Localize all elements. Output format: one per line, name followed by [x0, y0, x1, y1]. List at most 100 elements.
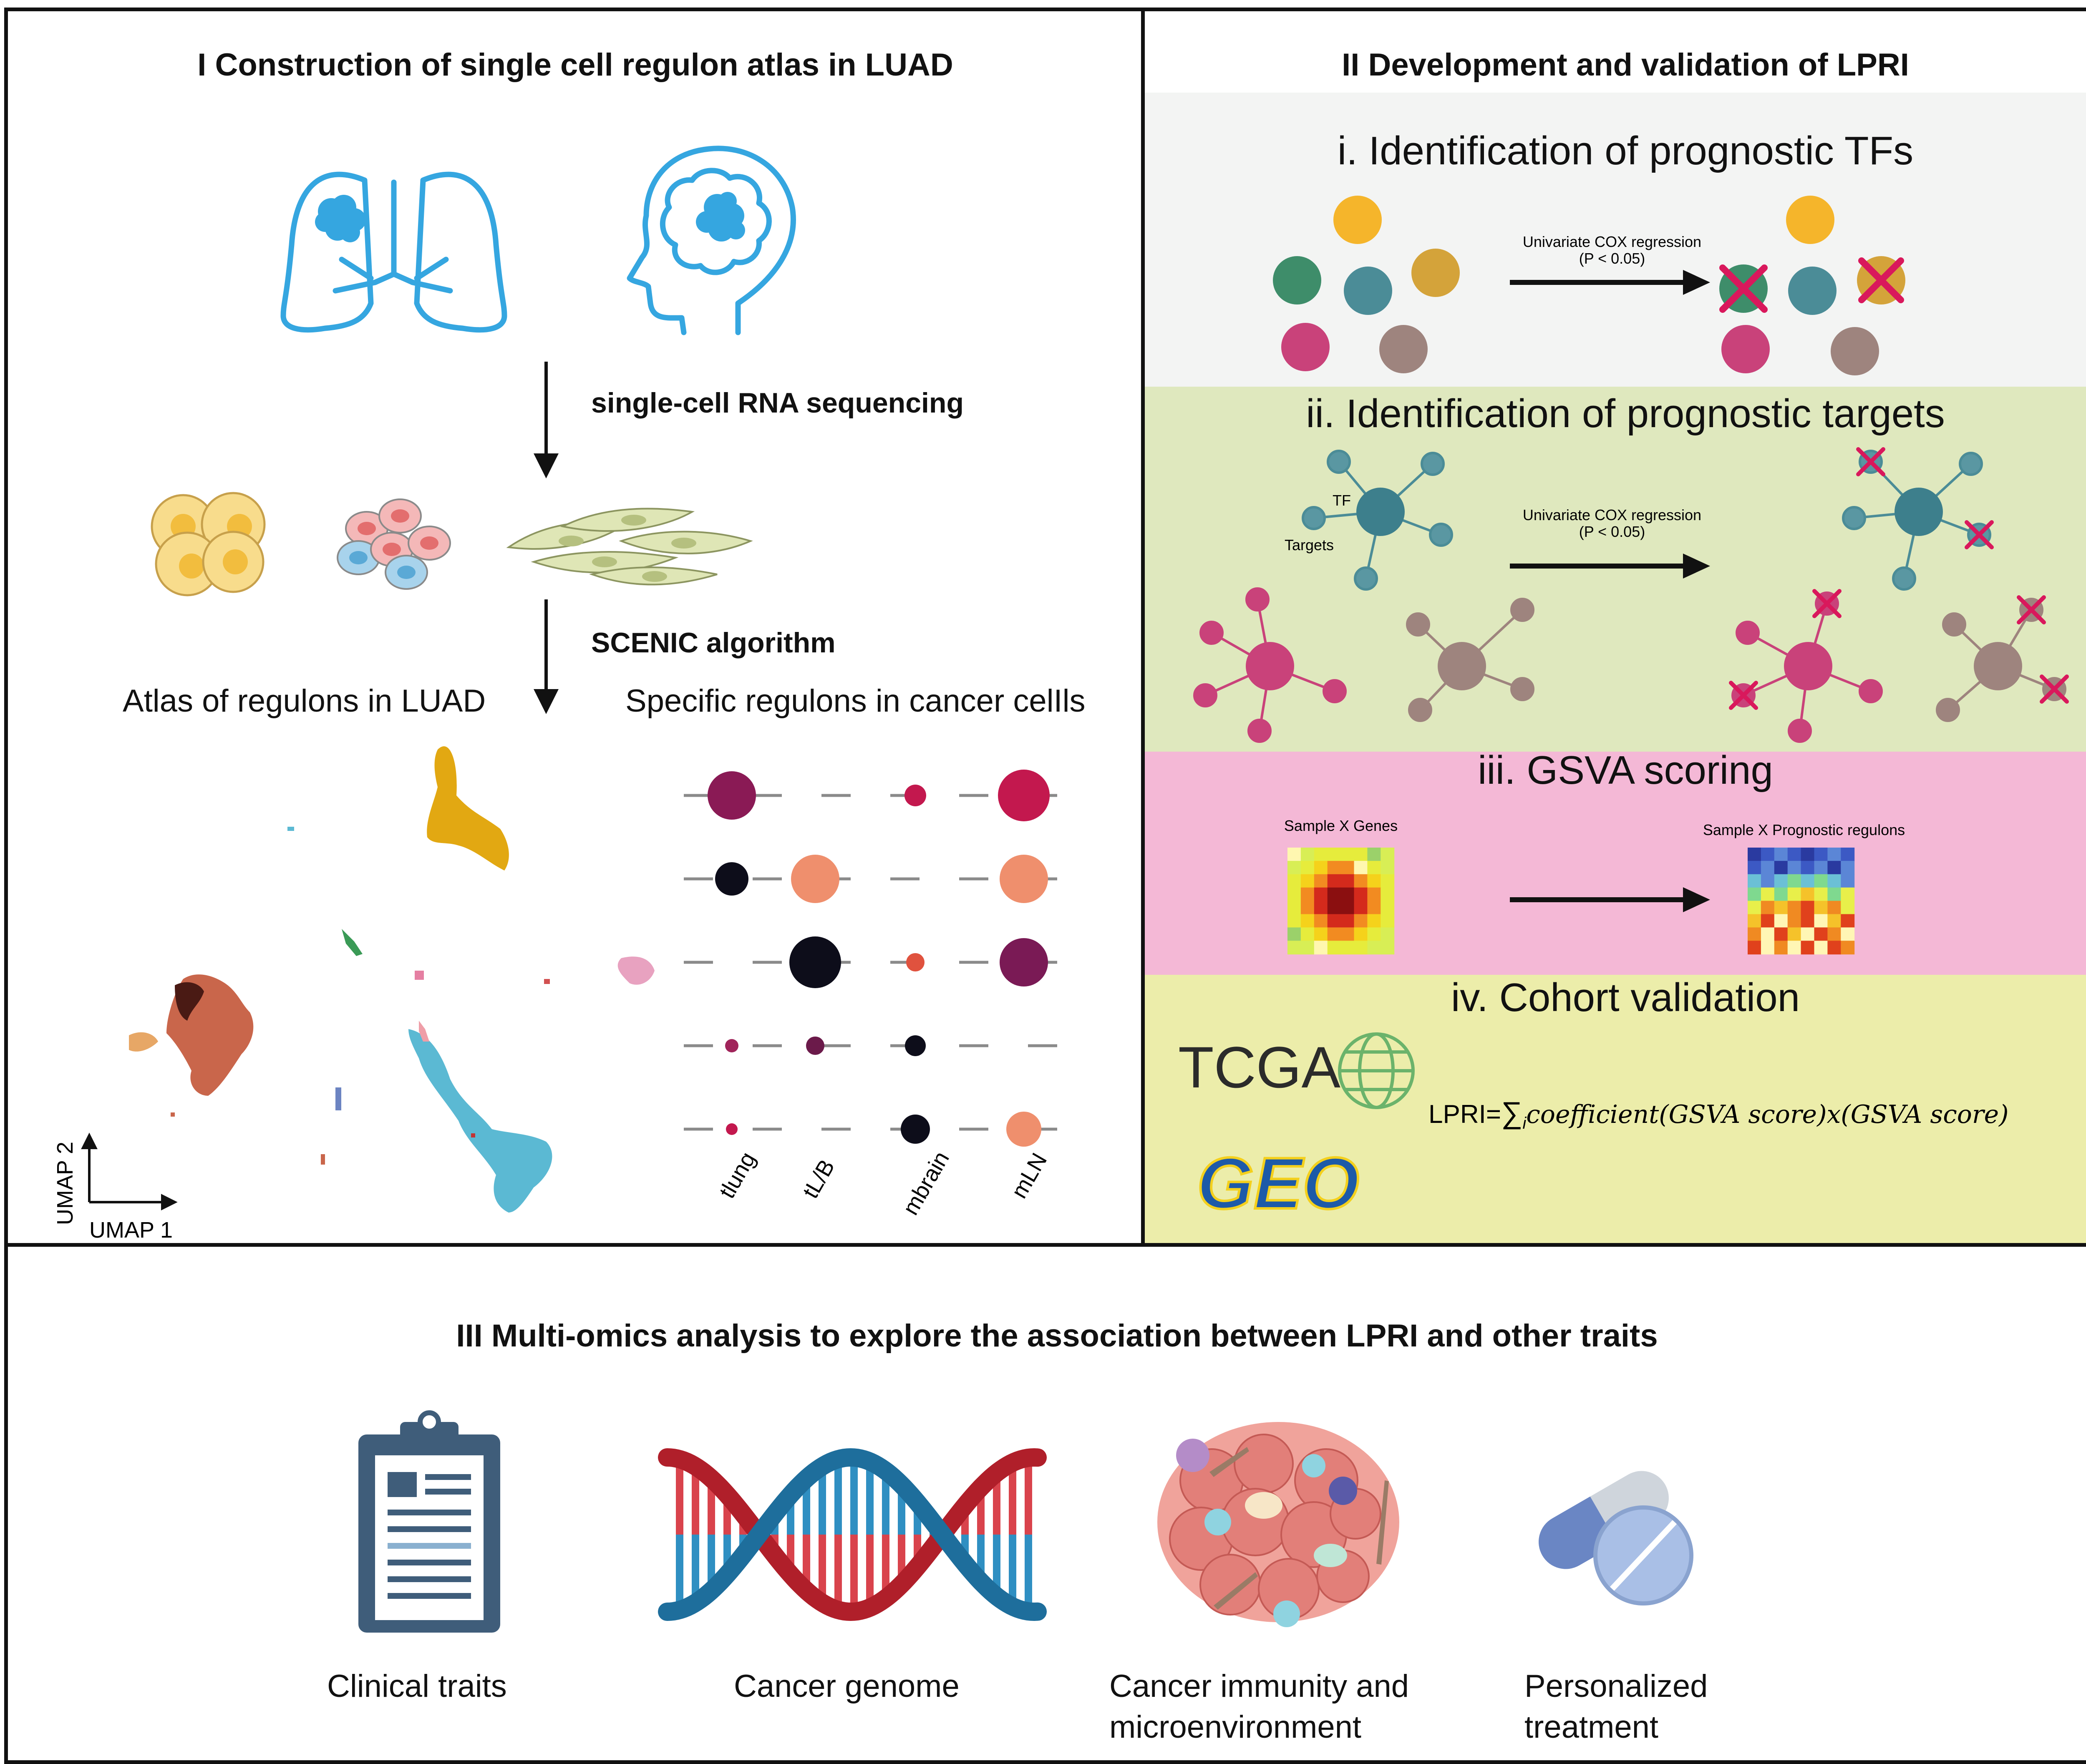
heatmap-cell	[1827, 927, 1842, 941]
treatment-label-line1: Personalized	[1524, 1668, 1708, 1704]
heatmap-cell	[1774, 914, 1788, 928]
heatmap-genes	[1287, 848, 1395, 955]
heatmap-cell	[1814, 874, 1828, 888]
heatmap-cell	[1340, 941, 1355, 955]
heatmap-cell	[1314, 941, 1328, 955]
panel1-title: I Construction of single cell regulon at…	[197, 47, 953, 83]
heatmap-cell	[1827, 874, 1842, 888]
heatmap-cell	[1287, 927, 1301, 941]
cox-label-1b: (P < 0.05)	[1579, 250, 1645, 267]
heatmap-cell	[1287, 874, 1301, 888]
heatmap-cell	[1354, 914, 1368, 928]
network-mauve-after	[1936, 598, 2066, 722]
network-teal-after	[1842, 450, 1991, 591]
heatmap-cell	[1367, 887, 1381, 901]
regulon-dot	[901, 1115, 930, 1144]
heatmap-cell	[1327, 848, 1341, 861]
fibroblast-cells-icon	[506, 508, 753, 586]
panel-multi-omics: III Multi-omics analysis to explore the …	[4, 1243, 2086, 1764]
cross-icon	[2040, 674, 2069, 704]
heatmap-cell	[1354, 874, 1368, 888]
immunity-label-line2: microenvironment	[1109, 1709, 1361, 1745]
heatmap-cell	[1761, 861, 1775, 875]
tcga-globe-icon	[1338, 1032, 1415, 1109]
heatmap-cell	[1774, 848, 1788, 861]
heatmap-cell	[1381, 914, 1395, 928]
heatmap-cell	[1814, 941, 1828, 955]
heatmap-cell	[1381, 941, 1395, 955]
network-magenta-before	[1193, 587, 1347, 743]
panel-regulon-atlas: I Construction of single cell regulon at…	[4, 8, 1147, 1251]
heatmap-cell	[1327, 914, 1341, 928]
regulon-dot	[806, 1037, 824, 1055]
heatmap-cell	[1841, 927, 1855, 941]
dna-strand	[658, 1448, 1047, 1621]
heatmap-cell	[1748, 914, 1761, 928]
heatmap-cell	[1381, 887, 1395, 901]
heatmap-cell	[1787, 861, 1801, 875]
heatmap-cell	[1787, 914, 1801, 928]
heatmap-cell	[1381, 927, 1395, 941]
heatmap-cell	[1787, 874, 1801, 888]
immune-cells-icon	[151, 492, 266, 596]
cross-icon	[1719, 264, 1768, 313]
heatmap-cell	[1748, 874, 1761, 888]
heatmap-cell	[1340, 901, 1355, 915]
heatmap-cell	[1367, 901, 1381, 915]
heatmap-cell	[1314, 848, 1328, 861]
heatmap-cell	[1787, 941, 1801, 955]
heatmap-regulons	[1748, 848, 1855, 955]
heatmap-cell	[1814, 887, 1828, 901]
heatmap-cell	[1327, 927, 1341, 941]
heatmap-cell	[1814, 901, 1828, 915]
heatmap-cell	[1801, 887, 1815, 901]
regulon-dot	[906, 953, 925, 971]
panel2-graphics: Univariate COX regression (P < 0.05) TF …	[1178, 196, 2069, 1225]
heatmap-cell	[1287, 861, 1301, 875]
heatmap-cell	[1827, 861, 1842, 875]
heatmap-cell	[1327, 887, 1341, 901]
heatmap-cell	[1814, 861, 1828, 875]
heatmap-cell	[1761, 927, 1775, 941]
heatmap-cell	[1314, 861, 1328, 875]
tumor-blob-brain	[696, 192, 745, 242]
cross-icon	[1729, 681, 1758, 710]
heatmap-cell	[1287, 848, 1301, 861]
tcga-logo: TCGA	[1178, 1034, 1341, 1100]
cox-arrow-2	[1510, 554, 1710, 579]
heatmap-cell	[1340, 927, 1355, 941]
heatmap-cell	[1827, 887, 1842, 901]
regulon-dot	[904, 785, 926, 806]
down-arrow-1	[534, 362, 559, 478]
heatmap-cell	[1787, 848, 1801, 861]
dna-strand	[658, 1448, 1047, 1621]
heatmap-cell	[1300, 927, 1315, 941]
heatmap-cell	[1300, 914, 1315, 928]
heatmap-cell	[1340, 848, 1355, 861]
heatmap-cell	[1827, 848, 1842, 861]
heatmap-cell	[1314, 874, 1328, 888]
geo-logo: GEO	[1197, 1143, 1359, 1224]
heatmap-cell	[1367, 874, 1381, 888]
heatmap-cell	[1300, 941, 1315, 955]
heatmap-cell	[1327, 874, 1341, 888]
lpri-formula: LPRI=∑icoefficient(GSVA score)x(GSVA sco…	[1428, 1096, 2009, 1132]
panel-lpri: II Development and validation of LPRI i.…	[1141, 8, 2086, 1251]
heatmap-cell	[1814, 914, 1828, 928]
panel3-title: III Multi-omics analysis to explore the …	[456, 1318, 1658, 1354]
heatmap-cell	[1761, 887, 1775, 901]
heatmap-right-label: Sample X Prognostic regulons	[1703, 821, 1905, 838]
heatmap-cell	[1381, 861, 1395, 875]
heatmap-cell	[1748, 927, 1761, 941]
heatmap-cell	[1367, 941, 1381, 955]
heatmap-cell	[1287, 914, 1301, 928]
heatmap-cell	[1748, 887, 1761, 901]
heatmap-cell	[1787, 927, 1801, 941]
section1-title: i. Identification of prognostic TFs	[1337, 128, 1914, 173]
cox-label-2a: Univariate COX regression	[1523, 506, 1701, 523]
heatmap-cell	[1827, 901, 1842, 915]
heatmap-cell	[1287, 941, 1301, 955]
heatmap-cell	[1300, 874, 1315, 888]
heatmap-cell	[1381, 901, 1395, 915]
heatmap-cell	[1340, 861, 1355, 875]
